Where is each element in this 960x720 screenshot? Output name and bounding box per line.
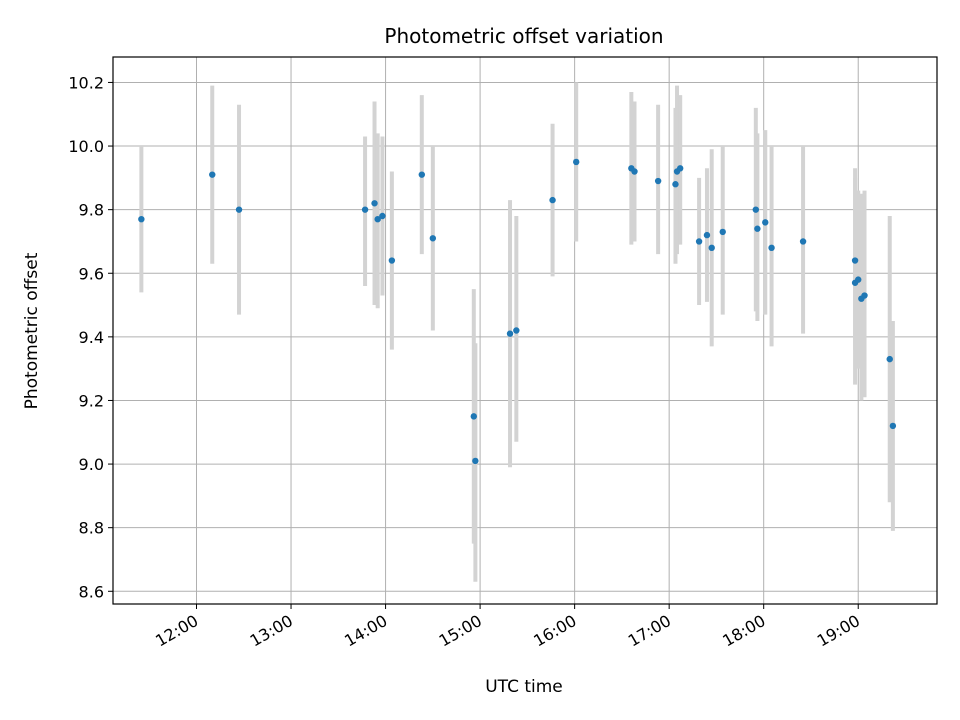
y-tick-label: 8.8 [79, 519, 104, 538]
y-axis-title: Photometric offset [22, 252, 42, 409]
data-point [371, 200, 378, 207]
chart-title: Photometric offset variation [384, 24, 663, 48]
axis-layer: 12:00 13:00 14:00 15:00 16:00 17:00 18:00 19:00… [68, 73, 863, 650]
data-point [676, 165, 684, 172]
data-point [719, 228, 726, 236]
data-point [418, 171, 426, 178]
x-tick-label: 13:00 [247, 611, 296, 651]
data-point [799, 238, 807, 245]
data-point [695, 238, 703, 245]
data-point [513, 327, 520, 334]
y-tick-label: 10.0 [68, 137, 104, 156]
data-point [851, 257, 859, 264]
data-point [672, 181, 679, 188]
data-point [886, 355, 893, 363]
data-point [209, 171, 216, 178]
x-tick-label: 14:00 [341, 611, 390, 651]
x-tick-label: 16:00 [530, 611, 579, 651]
x-tick-label: 18:00 [719, 611, 768, 651]
x-tick-label: 12:00 [152, 611, 201, 651]
y-tick-label: 9.2 [79, 391, 104, 410]
data-point [549, 196, 556, 204]
data-point [752, 206, 760, 213]
data-point [855, 276, 862, 283]
data-point [138, 215, 145, 223]
y-tick-label: 9.8 [79, 201, 104, 220]
grid-layer [113, 57, 937, 604]
x-tick-label: 19:00 [814, 611, 863, 651]
x-tick-label: 17:00 [625, 611, 674, 651]
y-tick-label: 10.2 [68, 73, 104, 92]
y-tick-label: 8.6 [79, 582, 104, 601]
data-point [708, 244, 715, 252]
y-tick-label: 9.4 [79, 328, 104, 347]
data-point [889, 422, 897, 430]
data-point [361, 206, 369, 213]
data-point [388, 257, 396, 264]
data-point [374, 215, 381, 223]
data-point [768, 244, 775, 252]
x-tick-label: 15:00 [436, 611, 485, 651]
data-point [654, 177, 662, 185]
data-point [379, 212, 386, 220]
data-point [703, 231, 711, 239]
data-point [235, 206, 243, 213]
data-point [631, 168, 638, 175]
point-layer [138, 158, 897, 465]
data-point [754, 225, 761, 232]
data-point [506, 330, 514, 337]
data-point [573, 158, 580, 166]
data-point [470, 413, 477, 420]
data-point [861, 292, 868, 299]
data-point [429, 235, 437, 242]
data-point [762, 219, 769, 226]
y-tick-label: 9.0 [79, 455, 104, 474]
y-tick-label: 9.6 [79, 264, 104, 283]
x-axis-title: UTC time [485, 677, 563, 697]
data-point [472, 457, 479, 465]
plot-frame [112, 56, 938, 605]
